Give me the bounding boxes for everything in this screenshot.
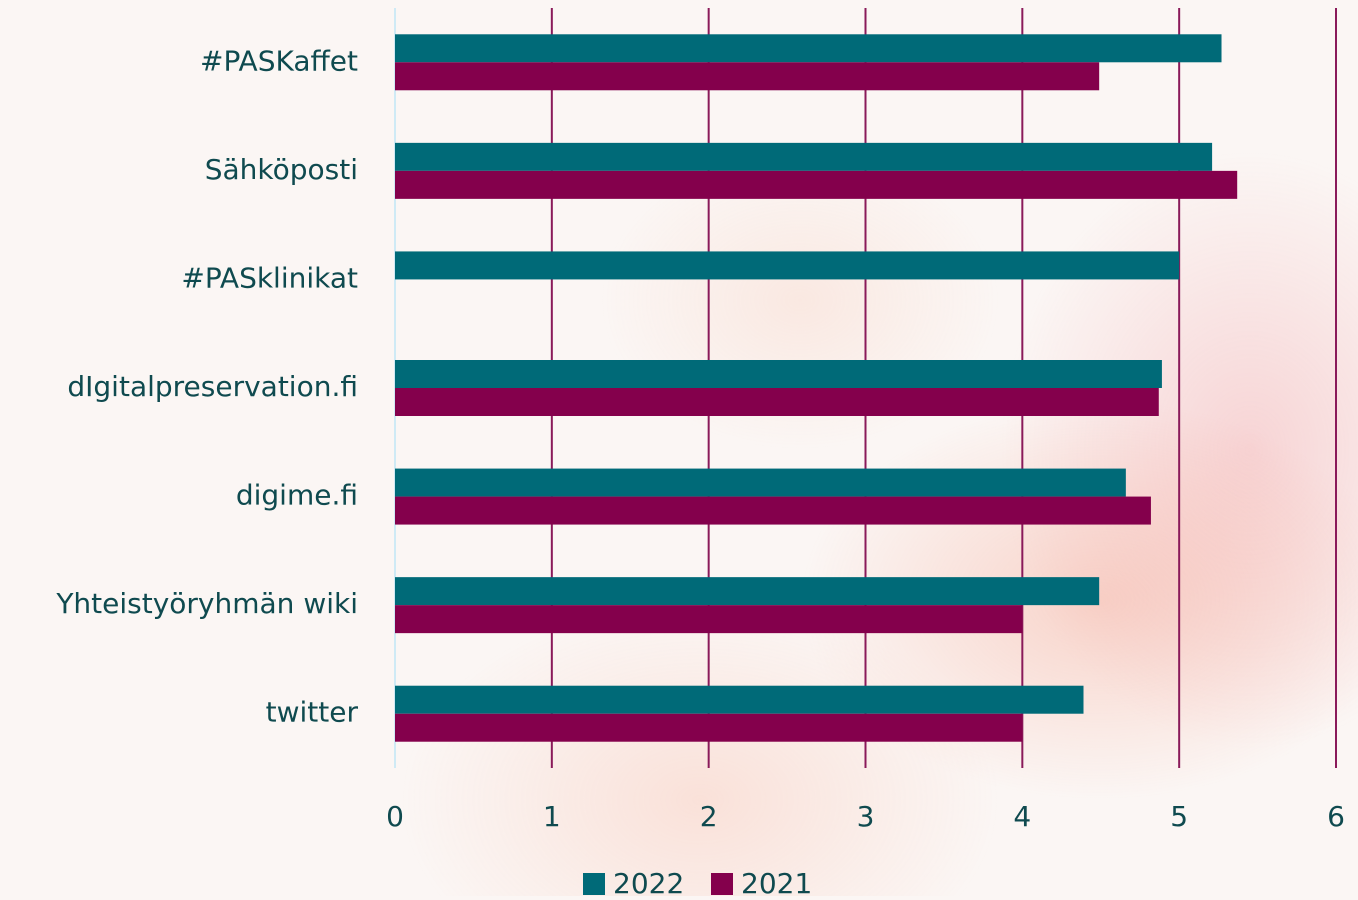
bar (395, 686, 1083, 714)
x-tick-label: 1 (543, 800, 561, 833)
legend-label: 2021 (741, 867, 812, 896)
y-tick-label: dIgitalpreservation.fi (67, 370, 358, 403)
x-tick-label: 4 (1013, 800, 1031, 833)
y-tick-label: #PASklinikat (181, 261, 358, 294)
chart: 0 1 2 3 4 5 6 #PASKaffet Sähköposti #PASklinikat d… (0, 0, 1358, 896)
legend-label: 2022 (613, 867, 684, 896)
bar (395, 143, 1212, 171)
y-tick-label: digime.fi (236, 479, 358, 512)
bar (395, 714, 1022, 742)
bar (395, 469, 1126, 497)
bar (395, 171, 1237, 199)
bar (395, 388, 1159, 416)
y-tick-label: twitter (266, 696, 359, 729)
y-tick-label: Sähköposti (205, 153, 358, 186)
legend-swatch (711, 873, 733, 895)
bar (395, 62, 1099, 90)
bar (395, 251, 1179, 279)
x-tick-label: 3 (857, 800, 875, 833)
x-tick-label: 5 (1170, 800, 1188, 833)
legend-swatch (583, 873, 605, 895)
bar (395, 605, 1022, 633)
bar (395, 34, 1222, 62)
x-tick-label: 2 (700, 800, 718, 833)
x-tick-label: 6 (1327, 800, 1345, 833)
y-tick-label: #PASKaffet (200, 44, 358, 77)
y-tick-label: Yhteistyöryhmän wiki (55, 587, 358, 620)
bar (395, 497, 1151, 525)
x-tick-label: 0 (386, 800, 404, 833)
bar (395, 360, 1162, 388)
bar (395, 577, 1099, 605)
